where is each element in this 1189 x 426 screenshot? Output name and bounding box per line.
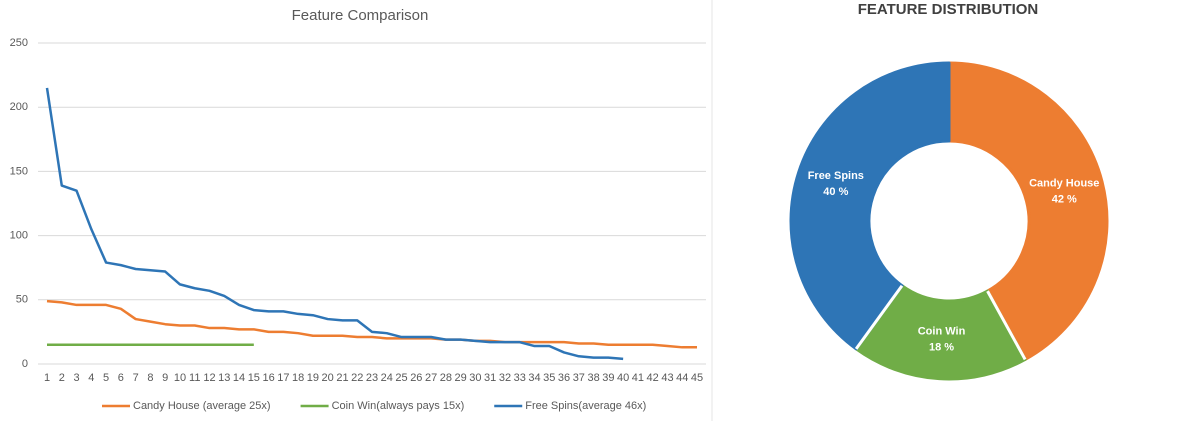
x-tick-label: 5 (103, 372, 109, 384)
x-tick-label: 14 (233, 372, 245, 384)
x-tick-label: 33 (514, 372, 526, 384)
slice-border (854, 284, 904, 350)
slice-value: 42 % (1052, 193, 1077, 205)
x-tick-label: 13 (218, 372, 230, 384)
x-tick-label: 32 (499, 372, 511, 384)
x-tick-label: 26 (410, 372, 422, 384)
x-tick-label: 35 (543, 372, 555, 384)
x-tick-label: 25 (395, 372, 407, 384)
x-tick-label: 36 (558, 372, 570, 384)
x-tick-label: 44 (676, 372, 688, 384)
donut-slice (789, 61, 951, 351)
x-tick-label: 18 (292, 372, 304, 384)
slice-value: 18 % (929, 342, 954, 354)
x-tick-label: 8 (147, 372, 153, 384)
x-tick-label: 43 (661, 372, 673, 384)
x-tick-label: 17 (277, 372, 289, 384)
x-tick-label: 24 (381, 372, 393, 384)
x-tick-label: 12 (203, 372, 215, 384)
legend-label: Coin Win(always pays 15x) (332, 400, 465, 412)
y-tick-label: 150 (10, 165, 28, 177)
x-tick-label: 37 (573, 372, 585, 384)
slice-label: Coin Win (918, 326, 966, 338)
x-tick-label: 34 (528, 372, 540, 384)
x-tick-label: 3 (73, 372, 79, 384)
slice-label: Candy House (1029, 177, 1099, 189)
x-tick-label: 29 (455, 372, 467, 384)
x-tick-label: 9 (162, 372, 168, 384)
y-tick-label: 100 (10, 230, 28, 242)
legend-label: Candy House (average 25x) (133, 400, 271, 412)
x-tick-label: 19 (307, 372, 319, 384)
x-tick-label: 23 (366, 372, 378, 384)
x-tick-label: 27 (425, 372, 437, 384)
slice-value: 40 % (823, 186, 848, 198)
x-tick-label: 7 (133, 372, 139, 384)
slice-border (986, 290, 1027, 361)
donut-slice (854, 284, 1027, 381)
legend-label: Free Spins(average 46x) (525, 400, 646, 412)
x-tick-label: 6 (118, 372, 124, 384)
x-tick-label: 2 (59, 372, 65, 384)
x-tick-label: 31 (484, 372, 496, 384)
chart-title: FEATURE DISTRIBUTION (858, 1, 1039, 18)
y-tick-label: 250 (10, 37, 28, 49)
x-tick-label: 15 (248, 372, 260, 384)
x-tick-label: 45 (691, 372, 703, 384)
x-tick-label: 16 (262, 372, 274, 384)
x-tick-label: 28 (440, 372, 452, 384)
line-series (45, 87, 624, 361)
donut-slice (947, 61, 1109, 361)
legend: Candy House (average 25x) Coin Win(always… (102, 400, 646, 412)
x-tick-label: 30 (469, 372, 481, 384)
x-tick-label: 42 (647, 372, 659, 384)
slice-label: Free Spins (808, 170, 864, 182)
x-tick-label: 20 (322, 372, 334, 384)
x-tick-label: 39 (602, 372, 614, 384)
x-tick-label: 1 (44, 372, 50, 384)
x-tick-label: 22 (351, 372, 363, 384)
x-tick-label: 10 (174, 372, 186, 384)
x-tick-label: 4 (88, 372, 94, 384)
y-tick-label: 50 (16, 294, 28, 306)
x-tick-label: 38 (587, 372, 599, 384)
x-tick-label: 11 (189, 372, 200, 384)
y-tick-label: 200 (10, 101, 28, 113)
y-tick-label: 0 (22, 358, 28, 370)
x-tick-label: 41 (632, 372, 644, 384)
line-series (46, 299, 697, 349)
chart-title: Feature Comparison (292, 7, 429, 24)
x-tick-label: 40 (617, 372, 629, 384)
x-tick-label: 21 (336, 372, 348, 384)
